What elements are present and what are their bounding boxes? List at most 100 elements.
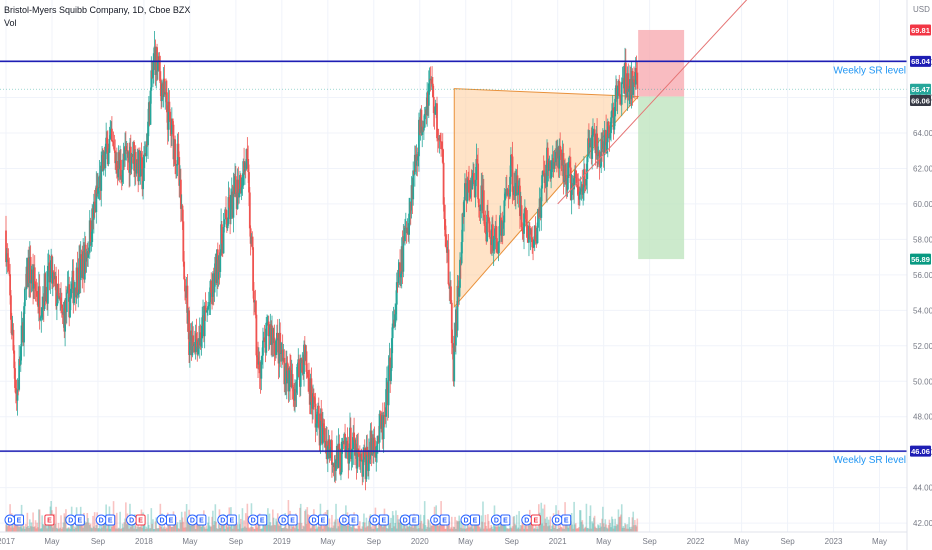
volume-bar (620, 514, 622, 532)
earnings-marker[interactable] (105, 514, 116, 526)
volume-bar (274, 525, 277, 532)
volume-bar (360, 528, 363, 532)
candle-body (502, 222, 505, 229)
volume-bar (423, 515, 425, 532)
volume-bar (422, 523, 424, 532)
candle-body (597, 155, 599, 157)
volume-bar (243, 520, 245, 532)
candle-body (418, 119, 420, 157)
candle-body (181, 205, 184, 222)
candle-body (34, 284, 37, 291)
dividend-marker-label: D (311, 518, 316, 525)
time-tick-label: Sep (780, 537, 795, 546)
earnings-marker[interactable] (470, 514, 480, 526)
earnings-marker[interactable] (287, 514, 298, 526)
earnings-marker[interactable] (226, 514, 237, 526)
candle-body (399, 273, 402, 278)
volume-bar (64, 516, 66, 532)
candle-body (471, 175, 474, 190)
volume-indicator-label[interactable]: Vol (4, 18, 17, 28)
volume-bar (69, 528, 71, 532)
volume-bar (443, 522, 446, 532)
volume-bar (583, 528, 585, 532)
volume-bar (596, 528, 598, 532)
earnings-marker[interactable] (14, 514, 24, 526)
volume-bar (409, 523, 411, 532)
earnings-marker[interactable] (257, 514, 268, 526)
candle-body (321, 423, 324, 444)
earnings-marker[interactable] (409, 514, 420, 526)
candle-body (482, 190, 485, 218)
profit-target-zone[interactable] (638, 96, 685, 260)
candle-body (307, 374, 310, 379)
candle-body (298, 359, 300, 377)
candle-body (451, 343, 454, 348)
volume-bar (568, 523, 570, 532)
candle-body (204, 305, 207, 311)
volume-bar (155, 517, 158, 532)
candle-body (458, 287, 461, 297)
earnings-marker[interactable] (561, 514, 572, 526)
volume-bar (559, 518, 561, 532)
earnings-marker[interactable] (348, 514, 359, 526)
volume-bar (292, 522, 295, 532)
volume-bar (305, 523, 308, 532)
volume-bar (15, 519, 18, 532)
volume-bar (16, 520, 19, 532)
volume-bar (240, 528, 243, 532)
volume-bar (625, 524, 627, 532)
candle-body (633, 79, 635, 83)
volume-bar (340, 522, 343, 532)
earnings-marker[interactable] (530, 514, 541, 526)
volume-bar (408, 525, 410, 532)
volume-bar (622, 526, 625, 532)
earnings-marker[interactable] (500, 514, 511, 526)
candle-body (16, 389, 19, 401)
earnings-marker[interactable] (166, 514, 176, 526)
earnings-marker[interactable] (439, 514, 450, 526)
volume-bar (372, 520, 374, 532)
volume-bar (489, 527, 492, 532)
volume-bar (317, 526, 319, 532)
price-tag: 66.06 (910, 94, 931, 106)
volume-bar (429, 523, 432, 532)
volume-bar (618, 517, 621, 532)
volume-bar (233, 525, 236, 532)
volume-bar (249, 527, 252, 532)
volume-bar (512, 516, 515, 532)
volume-bar (634, 524, 637, 532)
candle-body (134, 151, 137, 174)
candle-body (397, 270, 400, 283)
earnings-marker[interactable] (135, 514, 146, 526)
stop-loss-zone[interactable] (638, 29, 685, 97)
candle-body (432, 83, 434, 97)
candle-body (534, 225, 537, 242)
candle-body (234, 176, 237, 194)
volume-bar (307, 514, 309, 532)
volume-bar (334, 519, 337, 532)
trend-line[interactable] (557, 0, 788, 205)
time-axis[interactable]: 2017 May Sep 2018 May Sep 2019 May Sep 2020 May Sep… (0, 537, 887, 546)
volume-bar (183, 527, 185, 532)
volume-bar (356, 528, 359, 532)
volume-bar (537, 528, 539, 532)
time-tick-label: Sep (505, 537, 520, 546)
earnings-marker[interactable] (44, 514, 55, 526)
volume-bar (21, 528, 24, 532)
volume-bar (122, 527, 125, 532)
candle-body (510, 154, 513, 157)
earnings-marker[interactable] (74, 514, 85, 526)
volume-bar (78, 524, 80, 532)
volume-bar (72, 521, 75, 532)
earnings-marker[interactable] (378, 514, 389, 526)
earnings-marker[interactable] (196, 514, 207, 526)
earnings-marker[interactable] (318, 514, 328, 526)
candle-body (292, 387, 295, 392)
volume-bar (29, 526, 32, 532)
candle-body (483, 217, 486, 226)
candle-body (39, 317, 42, 320)
volume-bar (224, 528, 226, 532)
candle-body (390, 338, 393, 369)
